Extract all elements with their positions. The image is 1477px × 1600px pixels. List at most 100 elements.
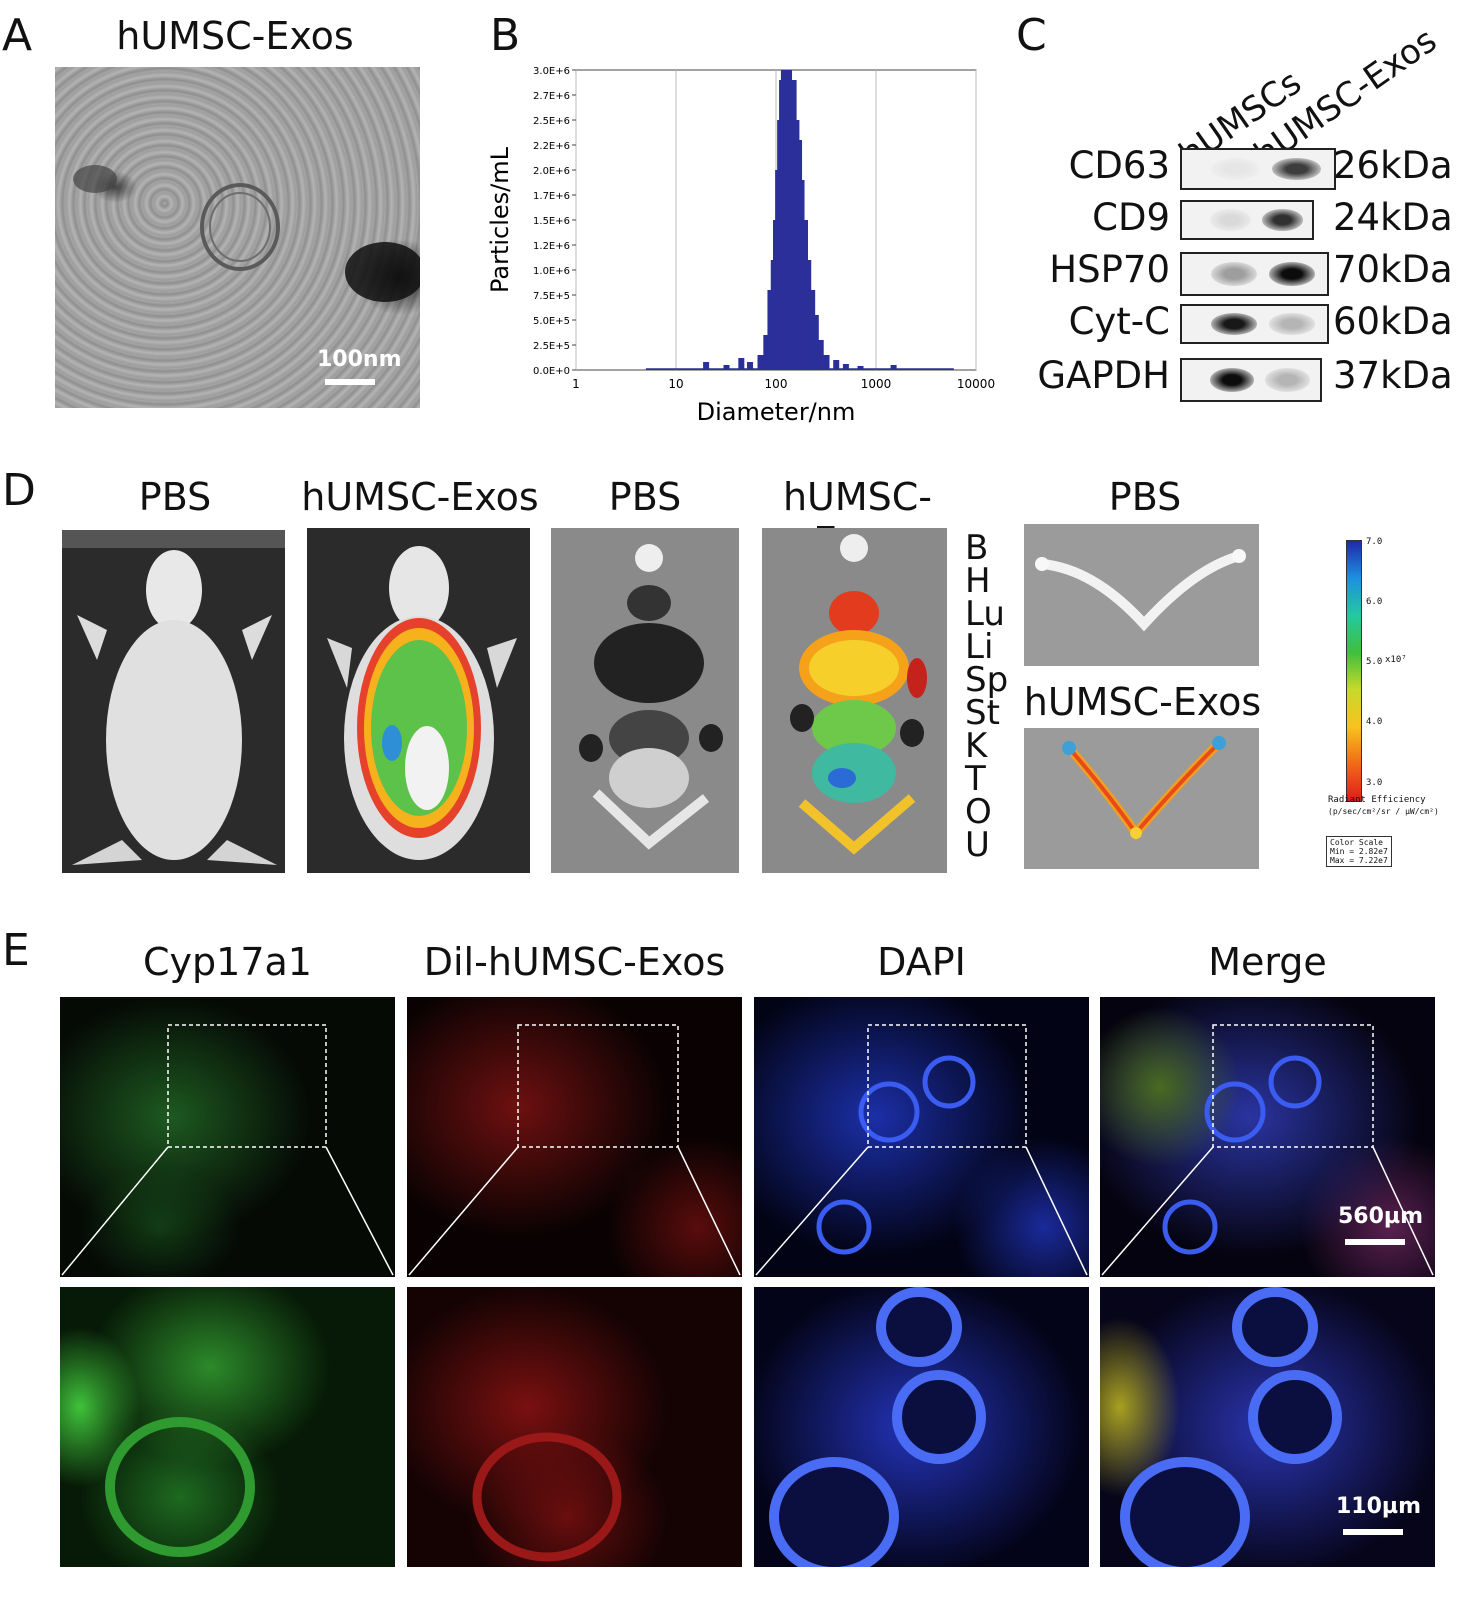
wb-kda-label: 24kDa [1333,196,1453,239]
color-scale-title: Color Scale [1330,838,1383,847]
y-tick-label: 1.5E+6 [533,216,570,227]
dapi-zoom [754,1287,1089,1567]
y-tick-label: 7.5E+5 [533,291,570,302]
color-scale-box: Color Scale Min = 2.82e7 Max = 7.22e7 [1326,836,1392,867]
scale-label-560: 560µm [1338,1204,1424,1229]
tem-scale-bar [325,379,375,385]
organ-label: H [965,561,991,601]
distribution-bar [817,340,824,370]
wb-protein-label: CD9 [1092,196,1170,239]
panel-a-title: hUMSC-Exos [116,14,354,58]
distribution-bar [842,364,849,370]
dil-zoom [407,1287,742,1567]
tem-scale-label: 100nm [317,347,402,372]
distribution-bar [767,290,774,370]
organ-label: B [965,528,989,568]
scale-bar-560 [1345,1239,1405,1245]
organs-pbs-image [551,528,739,873]
y-tick-label: 5.0E+5 [533,316,570,327]
d-title-pbs-1: PBS [138,475,212,519]
cyp17a1-zoom [60,1287,395,1567]
colorbar-tick: 5.0 [1366,657,1383,667]
y-tick-label: 2.7E+6 [533,91,570,102]
wb-blot-strip [1180,358,1322,402]
panel-a-letter: A [2,10,33,61]
wb-band [1210,368,1255,392]
y-tick-label: 2.5E+6 [533,116,570,127]
distribution-bar [723,365,730,370]
mouse-exos-image [307,528,530,873]
wb-band [1209,209,1252,231]
colorbar-tick: 6.0 [1366,597,1383,607]
colorbar-tick: 3.0 [1366,778,1383,788]
wb-kda-label: 60kDa [1333,300,1453,343]
y-axis-label: Particles/mL [486,146,514,293]
e-title-cyp17a1: Cyp17a1 [143,940,312,984]
d-title-exos-1: hUMSC-Exos [301,475,539,519]
wb-protein-label: HSP70 [1049,248,1170,291]
wb-blot-strip [1180,200,1314,240]
distribution-bar [805,260,812,370]
organ-label: Sp [965,660,1009,700]
organ-label: Li [965,627,994,667]
distribution-bar [833,360,840,370]
wb-band [1268,313,1316,335]
organ-label: Lu [965,594,1005,634]
d-title-pbs-2: PBS [608,475,682,519]
distribution-bar [747,362,754,370]
organ-label: O [965,792,992,832]
organ-label: U [965,825,990,865]
wb-blot-strip [1180,148,1336,190]
distribution-bar [857,366,864,370]
dapi-overview [754,997,1089,1277]
y-tick-label: 1.7E+6 [533,191,570,202]
uterus-exos-image [1024,728,1259,869]
tem-image: 100nm [55,67,420,408]
distribution-bar [890,365,897,370]
wb-protein-label: Cyt-C [1068,300,1170,343]
distribution-bar [812,315,819,370]
color-scale-min: Min = 2.82e7 [1330,847,1388,856]
wb-blot-strip [1180,252,1329,296]
wb-band [1268,262,1316,286]
color-scale-max: Max = 7.22e7 [1330,856,1388,865]
wb-band [1210,262,1258,286]
wb-band [1271,157,1321,181]
y-tick-label: 1.0E+6 [533,266,570,277]
colorbar-unit: x10⁷ [1385,655,1407,665]
d-title-pbs-3: PBS [1108,475,1182,519]
e-title-dil: Dil-hUMSC-Exos [423,940,726,984]
merge-zoom: 110µm [1100,1287,1435,1567]
x-tick-label: 10000 [957,377,995,391]
d-title-exos-3: hUMSC-Exos [1023,680,1262,724]
distribution-bar [757,355,764,370]
x-tick-label: 10 [668,377,683,391]
organ-label: T [965,759,986,799]
organs-exos-image [762,528,947,873]
e-title-merge: Merge [1208,940,1327,984]
uterus-pbs-image [1024,524,1259,666]
merge-overview: 560µm [1100,997,1435,1277]
scale-label-110: 110µm [1336,1494,1422,1519]
wb-band [1210,313,1258,335]
organ-label: St [965,693,1000,733]
x-tick-label: 1000 [861,377,892,391]
panel-e-letter: E [2,925,30,976]
wb-blot-strip [1180,304,1329,344]
distribution-bar [763,335,770,370]
panel-b-letter: B [490,10,521,61]
wb-band [1261,209,1304,231]
wb-band [1211,157,1260,181]
distribution-bar [809,290,816,370]
mouse-pbs-image [62,530,285,873]
distribution-bar [823,355,830,370]
y-tick-label: 2.2E+6 [533,141,570,152]
dil-overview [407,997,742,1277]
size-distribution-chart: 1 10 100 1000 10000 0.0E+0 2.5E+5 5.0E+5 7.5E+5 1… [486,66,995,426]
distribution-bar [738,358,745,370]
distribution-bar [703,362,710,370]
radiant-efficiency-colorbar [1346,540,1362,802]
wb-kda-label: 70kDa [1333,248,1453,291]
wb-protein-label: GAPDH [1037,354,1170,397]
y-tick-label: 0.0E+0 [533,366,570,377]
